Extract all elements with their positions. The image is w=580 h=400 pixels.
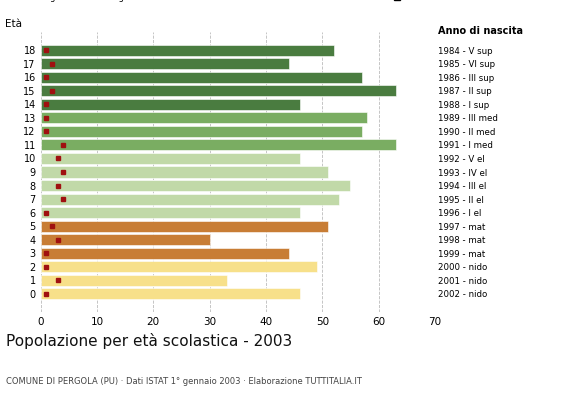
Bar — [41, 99, 300, 110]
Bar — [41, 261, 317, 272]
Text: Età: Età — [5, 19, 22, 29]
Bar — [41, 248, 288, 259]
Bar — [41, 288, 300, 299]
Text: Anno di nascita: Anno di nascita — [438, 26, 523, 36]
Bar — [41, 85, 396, 96]
Bar — [41, 112, 367, 124]
Bar — [41, 45, 333, 56]
Bar — [41, 58, 288, 69]
Bar — [41, 275, 227, 286]
Bar — [41, 234, 209, 245]
Bar — [41, 72, 362, 83]
Text: Popolazione per età scolastica - 2003: Popolazione per età scolastica - 2003 — [6, 333, 292, 349]
Text: COMUNE DI PERGOLA (PU) · Dati ISTAT 1° gennaio 2003 · Elaborazione TUTTITALIA.IT: COMUNE DI PERGOLA (PU) · Dati ISTAT 1° g… — [6, 377, 362, 386]
Bar — [41, 220, 328, 232]
Bar — [41, 180, 350, 191]
Legend: Sec. II grado, Sec. I grado, Scuola Primaria, Scuola dell'Infanzia, Asilo Nido, : Sec. II grado, Sec. I grado, Scuola Prim… — [9, 0, 441, 2]
Bar — [41, 153, 300, 164]
Bar — [41, 140, 396, 150]
Bar — [41, 166, 328, 178]
Bar — [41, 126, 362, 137]
Bar — [41, 207, 300, 218]
Bar — [41, 194, 339, 204]
